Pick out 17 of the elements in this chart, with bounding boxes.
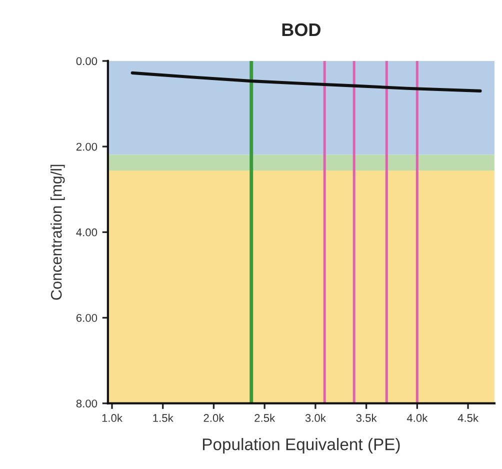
x-tick-label: 2.5k — [254, 414, 276, 422]
y-tick-label: 8.00 — [76, 400, 98, 408]
x-tick-label: 3.0k — [305, 414, 326, 422]
x-axis-title: Population Equivalent (PE) — [202, 438, 400, 454]
y-tick-label: 0.00 — [76, 57, 98, 66]
y-tick-label: 4.00 — [76, 228, 98, 236]
x-tick-label: 4.0k — [406, 414, 428, 422]
x-tick-label: 3.5k — [356, 414, 377, 422]
chart-title: BOD — [282, 23, 321, 36]
x-tick-label: 1.5k — [153, 414, 174, 422]
y-tick-label: 6.00 — [76, 314, 98, 322]
line-series — [130, 71, 482, 92]
x-tick-label: 2.0k — [204, 414, 224, 422]
x-tick-label: 4.5k — [458, 414, 479, 422]
y-axis-title: Concentration [mg/l] — [50, 164, 65, 300]
x-tick-label: 1.0k — [102, 414, 123, 422]
y-tick-label: 2.00 — [76, 142, 98, 151]
